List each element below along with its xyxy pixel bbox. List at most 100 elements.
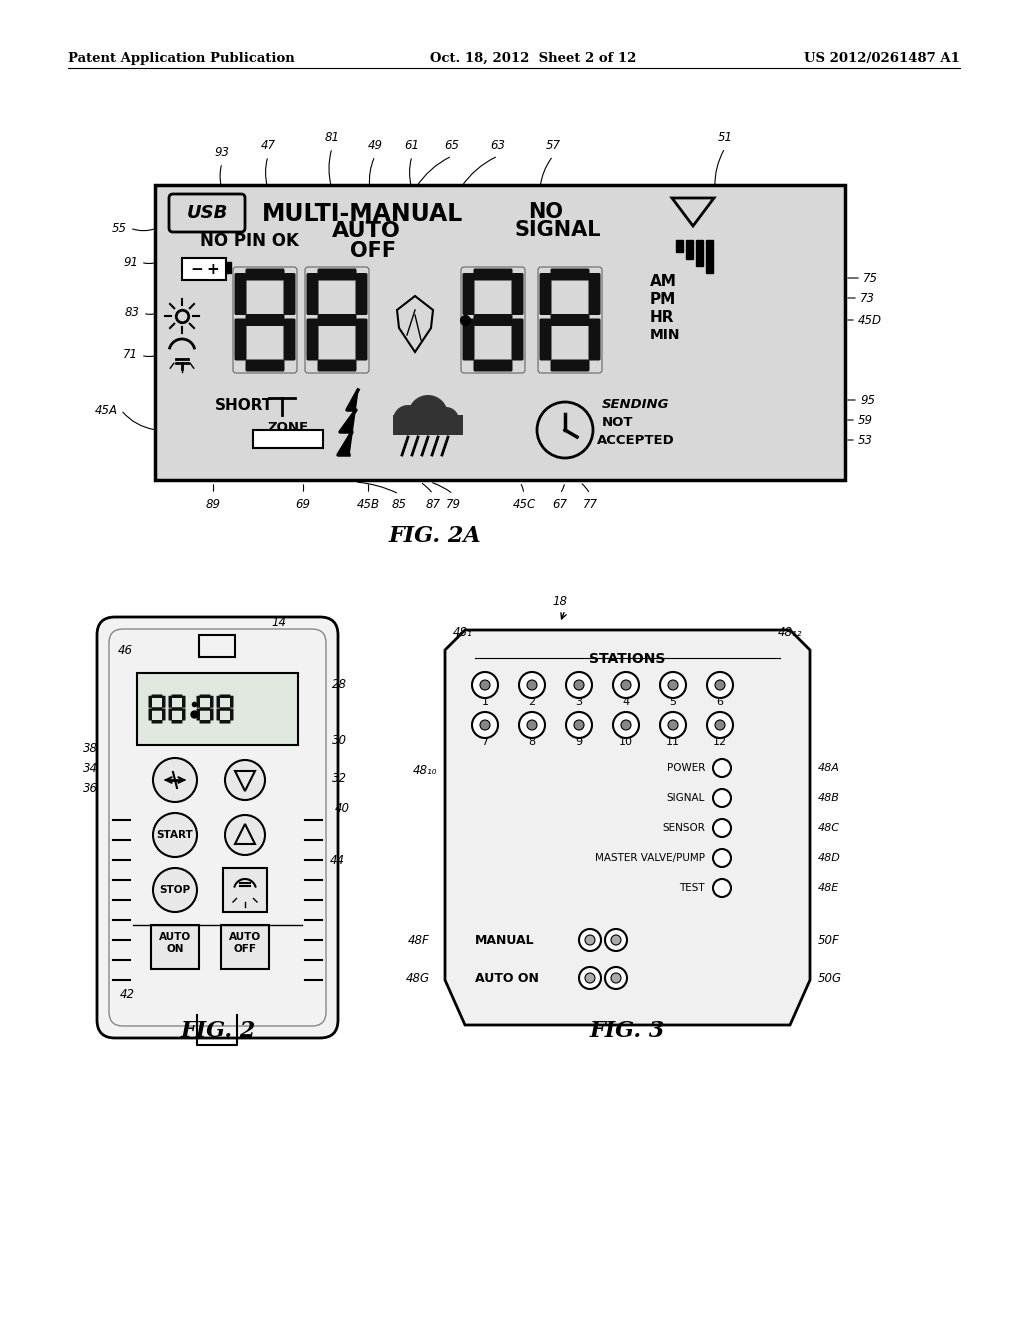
Text: MASTER VALVE/PUMP: MASTER VALVE/PUMP <box>595 853 705 863</box>
Circle shape <box>527 680 537 690</box>
Text: 69: 69 <box>296 498 310 511</box>
FancyBboxPatch shape <box>234 318 247 360</box>
Text: START: START <box>157 830 194 840</box>
Circle shape <box>707 711 733 738</box>
Text: 30: 30 <box>332 734 347 747</box>
Text: 48₁₀: 48₁₀ <box>413 763 437 776</box>
Text: 75: 75 <box>863 272 878 285</box>
Text: SIGNAL: SIGNAL <box>515 220 601 240</box>
Text: 5: 5 <box>670 697 677 708</box>
Circle shape <box>433 407 459 433</box>
Text: 7: 7 <box>481 737 488 747</box>
Circle shape <box>566 711 592 738</box>
Text: 71: 71 <box>123 348 138 362</box>
Circle shape <box>605 929 627 950</box>
Text: AUTO
ON: AUTO ON <box>159 932 191 954</box>
FancyBboxPatch shape <box>473 314 512 326</box>
Circle shape <box>621 719 631 730</box>
Text: NO: NO <box>528 202 563 222</box>
Circle shape <box>408 395 449 436</box>
Text: 48C: 48C <box>818 822 840 833</box>
Polygon shape <box>338 389 358 455</box>
Circle shape <box>611 973 621 983</box>
Bar <box>253 430 323 447</box>
FancyBboxPatch shape <box>317 359 356 371</box>
Text: NOT: NOT <box>602 416 634 429</box>
Bar <box>221 925 269 969</box>
Circle shape <box>668 719 678 730</box>
Text: 48G: 48G <box>406 972 430 985</box>
Circle shape <box>611 935 621 945</box>
Circle shape <box>713 879 731 898</box>
FancyBboxPatch shape <box>306 273 318 315</box>
Text: 45C: 45C <box>512 498 536 511</box>
Text: ACCEPTED: ACCEPTED <box>597 434 675 447</box>
Text: Patent Application Publication: Patent Application Publication <box>68 51 295 65</box>
FancyBboxPatch shape <box>171 719 182 723</box>
FancyBboxPatch shape <box>551 359 590 371</box>
Circle shape <box>574 680 584 690</box>
Text: 95: 95 <box>860 393 874 407</box>
Text: 9: 9 <box>575 737 583 747</box>
Text: 34: 34 <box>83 763 98 776</box>
Text: 81: 81 <box>325 131 340 144</box>
Circle shape <box>574 719 584 730</box>
FancyBboxPatch shape <box>152 719 163 723</box>
Text: 48₁₂: 48₁₂ <box>777 627 802 639</box>
FancyBboxPatch shape <box>463 318 474 360</box>
FancyBboxPatch shape <box>317 268 356 281</box>
FancyBboxPatch shape <box>589 273 600 315</box>
FancyBboxPatch shape <box>182 696 185 708</box>
Bar <box>223 869 267 912</box>
Text: SIGNAL: SIGNAL <box>667 793 705 803</box>
Text: 8: 8 <box>528 737 536 747</box>
Text: 40: 40 <box>335 801 350 814</box>
Circle shape <box>225 760 265 800</box>
FancyBboxPatch shape <box>200 694 211 698</box>
Text: STATIONS: STATIONS <box>589 652 666 667</box>
FancyBboxPatch shape <box>216 709 220 721</box>
Text: TEST: TEST <box>679 883 705 894</box>
FancyBboxPatch shape <box>219 719 230 723</box>
FancyBboxPatch shape <box>200 719 211 723</box>
Bar <box>676 240 683 252</box>
Bar <box>696 240 703 267</box>
Text: 63: 63 <box>490 139 506 152</box>
FancyBboxPatch shape <box>162 709 166 721</box>
Text: MANUAL: MANUAL <box>475 933 535 946</box>
Text: 83: 83 <box>125 306 140 319</box>
Text: OFF: OFF <box>350 242 396 261</box>
Circle shape <box>153 758 197 803</box>
FancyBboxPatch shape <box>152 708 163 710</box>
Text: −: − <box>190 261 203 276</box>
Text: 4: 4 <box>623 697 630 708</box>
Circle shape <box>713 759 731 777</box>
Circle shape <box>713 818 731 837</box>
Circle shape <box>668 680 678 690</box>
Circle shape <box>480 719 490 730</box>
Text: 89: 89 <box>206 498 220 511</box>
Text: 32: 32 <box>332 771 347 784</box>
FancyBboxPatch shape <box>219 708 230 710</box>
Text: Oct. 18, 2012  Sheet 2 of 12: Oct. 18, 2012 Sheet 2 of 12 <box>430 51 636 65</box>
Text: 51: 51 <box>718 131 732 144</box>
FancyBboxPatch shape <box>512 273 523 315</box>
Circle shape <box>585 973 595 983</box>
Text: POWER: POWER <box>667 763 705 774</box>
Text: NO PIN OK: NO PIN OK <box>200 232 299 249</box>
FancyBboxPatch shape <box>246 268 285 281</box>
Text: 50G: 50G <box>818 972 842 985</box>
Text: +: + <box>206 261 219 276</box>
Text: AUTO
OFF: AUTO OFF <box>229 932 261 954</box>
Circle shape <box>660 672 686 698</box>
FancyBboxPatch shape <box>355 318 368 360</box>
Circle shape <box>713 849 731 867</box>
FancyBboxPatch shape <box>219 694 230 698</box>
Text: 53: 53 <box>858 433 873 446</box>
Text: 44: 44 <box>330 854 345 866</box>
FancyBboxPatch shape <box>197 709 200 721</box>
Circle shape <box>715 680 725 690</box>
FancyBboxPatch shape <box>210 709 213 721</box>
Text: 57: 57 <box>546 139 560 152</box>
FancyBboxPatch shape <box>197 696 200 708</box>
